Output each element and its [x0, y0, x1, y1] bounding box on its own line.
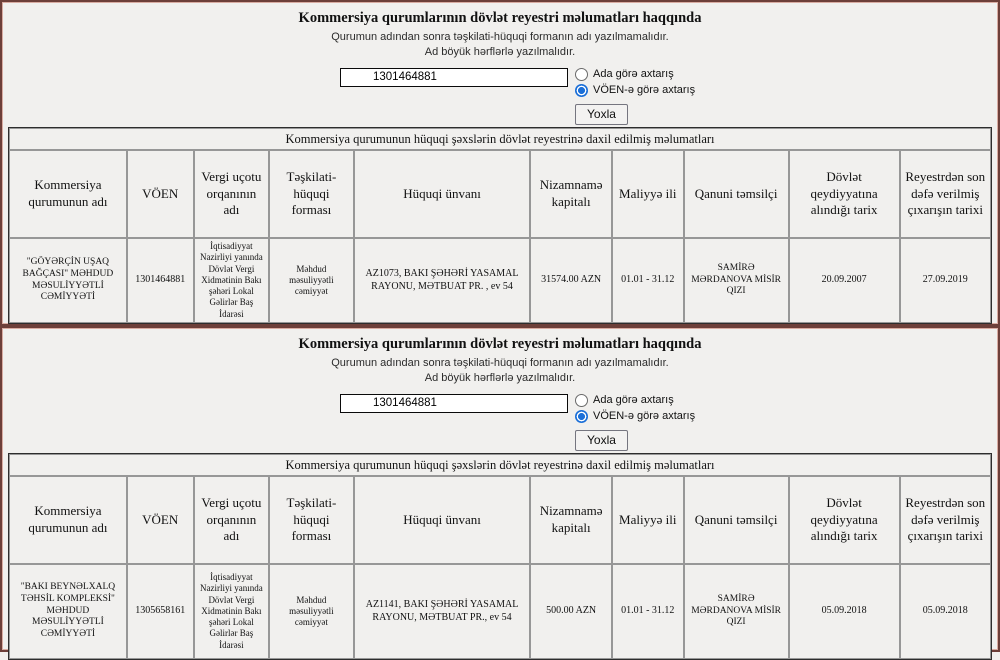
col-header-legal-form: Təşkilati-hüquqi forması — [269, 476, 354, 564]
search-form: Kommersiya qurumlarının dövlət reyestri … — [8, 336, 992, 453]
check-button[interactable]: Yoxla — [575, 103, 628, 125]
col-header-name: Kommersiya qurumunun adı — [9, 476, 127, 564]
radio-checked-icon[interactable] — [575, 409, 588, 423]
form-note-line1: Qurumun adından sonra təşkilati-hüquqi f… — [331, 31, 669, 43]
radio-option-by-voen[interactable]: VÖEN-ə görə axtarış — [575, 83, 696, 97]
form-note-line2: Ad böyük hərflərlə yazılmalıdır. — [424, 46, 576, 59]
col-header-representative: Qanuni təmsilçi — [683, 476, 789, 564]
cell-tax-office: İqtisadiyyat Nazirliyi yanında Dövlət Ve… — [193, 238, 270, 323]
radio-option-by-name[interactable]: Ada görə axtarış — [575, 393, 674, 407]
cell-registration-date: 05.09.2018 — [788, 564, 900, 659]
search-row: Ada görə axtarış VÖEN-ə görə axtarış Yox… — [8, 393, 992, 451]
radio-by-name-label: Ada görə axtarış — [593, 68, 674, 81]
check-button[interactable]: Yoxla — [575, 429, 628, 451]
cell-name: "BAKI BEYNƏLXALQ TƏHSİL KOMPLEKSİ" MƏHDU… — [9, 564, 127, 659]
registry-table: Kommersiya qurumunun hüquqi şəxslərin dö… — [8, 453, 992, 660]
cell-representative: SAMİRƏ MƏRDANOVA MİSİR QIZI — [683, 564, 789, 659]
radio-unchecked-icon[interactable] — [575, 393, 588, 407]
cell-legal-form: Məhdud məsuliyyətli cəmiyyət — [269, 564, 354, 659]
col-header-extract-date: Reyestrdən son dəfə verilmiş çıxarışın t… — [899, 150, 991, 238]
cell-voen: 1301464881 — [126, 238, 194, 323]
cell-address: AZ1073, BAKI ŞƏHƏRİ YASAMAL RAYONU, MƏTB… — [353, 238, 531, 323]
radio-unchecked-icon[interactable] — [575, 67, 588, 81]
col-header-capital: Nizamnamə kapitalı — [530, 150, 612, 238]
cell-capital: 500.00 AZN — [530, 564, 612, 659]
registry-table: Kommersiya qurumunun hüquqi şəxslərin dö… — [8, 127, 992, 324]
cell-fiscal-year: 01.01 - 31.12 — [611, 564, 684, 659]
table-row: "BAKI BEYNƏLXALQ TƏHSİL KOMPLEKSİ" MƏHDU… — [9, 564, 991, 659]
cell-registration-date: 20.09.2007 — [788, 238, 900, 323]
registry-panel-2: Kommersiya qurumlarının dövlət reyestri … — [0, 326, 1000, 660]
col-header-registration-date: Dövlət qeydiyyatına alındığı tarix — [788, 476, 900, 564]
radio-by-name-label: Ada görə axtarış — [593, 394, 674, 407]
radio-option-by-name[interactable]: Ada görə axtarış — [575, 67, 674, 81]
col-header-extract-date: Reyestrdən son dəfə verilmiş çıxarışın t… — [899, 476, 991, 564]
table-caption: Kommersiya qurumunun hüquqi şəxslərin dö… — [9, 128, 991, 150]
radio-checked-icon[interactable] — [575, 83, 588, 97]
col-header-capital: Nizamnamə kapitalı — [530, 476, 612, 564]
cell-extract-date: 27.09.2019 — [899, 238, 991, 323]
search-options: Ada görə axtarış VÖEN-ə görə axtarış Yox… — [575, 393, 715, 451]
col-header-tax-office: Vergi uçotu orqanının adı — [193, 150, 270, 238]
col-header-tax-office: Vergi uçotu orqanının adı — [193, 476, 270, 564]
radio-option-by-voen[interactable]: VÖEN-ə görə axtarış — [575, 409, 696, 423]
table-row: "GÖYƏRÇİN UŞAQ BAĞÇASI" MƏHDUD MƏSULİYYƏ… — [9, 238, 991, 323]
cell-voen: 1305658161 — [126, 564, 194, 659]
table-caption: Kommersiya qurumunun hüquqi şəxslərin dö… — [9, 454, 991, 476]
search-input[interactable] — [340, 393, 568, 413]
cell-tax-office: İqtisadiyyat Nazirliyi yanında Dövlət Ve… — [193, 564, 270, 659]
page-title: Kommersiya qurumlarının dövlət reyestri … — [298, 336, 702, 352]
col-header-voen: VÖEN — [126, 150, 194, 238]
form-note-line1: Qurumun adından sonra təşkilati-hüquqi f… — [331, 357, 669, 369]
cell-extract-date: 05.09.2018 — [899, 564, 991, 659]
page-title: Kommersiya qurumlarının dövlət reyestri … — [298, 10, 702, 26]
registry-panel-1: Kommersiya qurumlarının dövlət reyestri … — [0, 0, 1000, 326]
cell-fiscal-year: 01.01 - 31.12 — [611, 238, 684, 323]
col-header-representative: Qanuni təmsilçi — [683, 150, 789, 238]
table-header-row: Kommersiya qurumunun adı VÖEN Vergi uçot… — [9, 476, 991, 564]
col-header-voen: VÖEN — [126, 476, 194, 564]
cell-name: "GÖYƏRÇİN UŞAQ BAĞÇASI" MƏHDUD MƏSULİYYƏ… — [9, 238, 127, 323]
col-header-address: Hüquqi ünvanı — [353, 150, 531, 238]
col-header-registration-date: Dövlət qeydiyyatına alındığı tarix — [788, 150, 900, 238]
form-note-line2: Ad böyük hərflərlə yazılmalıdır. — [424, 372, 576, 385]
search-options: Ada görə axtarış VÖEN-ə görə axtarış Yox… — [575, 67, 715, 125]
col-header-fiscal-year: Maliyyə ili — [611, 476, 684, 564]
col-header-name: Kommersiya qurumunun adı — [9, 150, 127, 238]
search-input[interactable] — [340, 67, 568, 87]
search-form: Kommersiya qurumlarının dövlət reyestri … — [8, 10, 992, 127]
cell-capital: 31574.00 AZN — [530, 238, 612, 323]
cell-address: AZ1141, BAKI ŞƏHƏRİ YASAMAL RAYONU, MƏTB… — [353, 564, 531, 659]
col-header-address: Hüquqi ünvanı — [353, 476, 531, 564]
radio-by-voen-label: VÖEN-ə görə axtarış — [593, 410, 696, 423]
cell-representative: SAMİRƏ MƏRDANOVA MİSİR QIZI — [683, 238, 789, 323]
radio-by-voen-label: VÖEN-ə görə axtarış — [593, 84, 696, 97]
search-row: Ada görə axtarış VÖEN-ə görə axtarış Yox… — [8, 67, 992, 125]
cell-legal-form: Məhdud məsuliyyətli cəmiyyət — [269, 238, 354, 323]
col-header-fiscal-year: Maliyyə ili — [611, 150, 684, 238]
table-header-row: Kommersiya qurumunun adı VÖEN Vergi uçot… — [9, 150, 991, 238]
col-header-legal-form: Təşkilati-hüquqi forması — [269, 150, 354, 238]
